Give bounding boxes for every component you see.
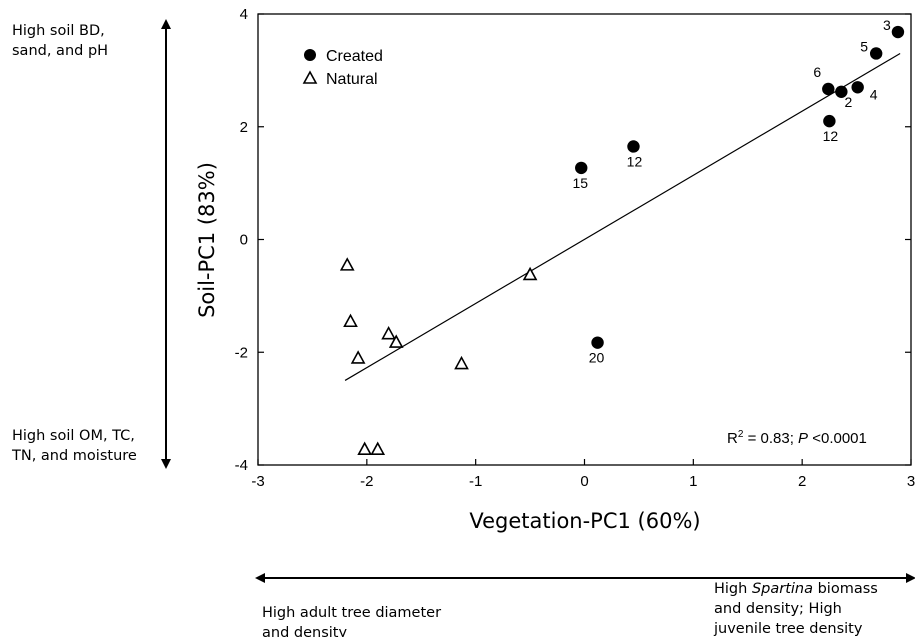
legend-natural-marker — [304, 72, 316, 83]
natural-point — [383, 328, 395, 339]
data-points: 35 6 2 4 12 12 15 20 — [341, 17, 904, 454]
x-tick-label: 2 — [798, 473, 806, 490]
natural-point — [456, 358, 468, 369]
created-point — [870, 47, 882, 59]
created-point-label: 12 — [823, 128, 839, 144]
created-point — [823, 115, 835, 127]
x-tick-label: 1 — [689, 473, 697, 490]
created-point-label: 4 — [870, 86, 878, 102]
regression-line — [345, 53, 900, 380]
created-point-label: 2 — [844, 94, 852, 110]
y-tick-label: 2 — [240, 119, 248, 136]
created-point-label: 5 — [860, 38, 868, 54]
y-tick-label: -2 — [235, 344, 248, 361]
created-point — [627, 140, 639, 152]
natural-point — [345, 315, 357, 326]
x-note-left: High adult tree diameter and density — [262, 605, 446, 637]
legend-natural-label: Natural — [326, 71, 378, 88]
legend: Created Natural — [304, 48, 383, 88]
natural-point — [341, 259, 353, 270]
x-tick-label: -1 — [469, 473, 482, 490]
y-tick-label: -4 — [235, 457, 248, 474]
y-tick-label: 0 — [240, 232, 248, 249]
created-point-label: 20 — [589, 350, 605, 366]
x-axis-title: Vegetation-PC1 (60%) — [469, 509, 700, 533]
regression-stats: R2 = 0.83; P <0.0001 — [727, 429, 867, 447]
x-tick-label: 3 — [907, 473, 915, 490]
y-axis-title: Soil-PC1 (83%) — [195, 162, 219, 318]
x-tick-label: 0 — [580, 473, 588, 490]
natural-point — [359, 443, 371, 454]
legend-created-marker — [304, 49, 316, 61]
created-point-label: 12 — [627, 153, 643, 169]
y-tick-label: 4 — [240, 6, 248, 23]
created-point-label: 15 — [572, 175, 588, 191]
x-axis-ticks: -3 -2 -1 0 1 2 3 — [251, 459, 915, 490]
natural-point — [372, 443, 384, 454]
x-note-right: High Spartina biomass and density; High … — [713, 581, 882, 637]
created-point — [892, 26, 904, 38]
x-tick-label: -2 — [360, 473, 373, 490]
created-point-label: 3 — [883, 17, 891, 33]
created-point — [591, 336, 603, 348]
created-point — [575, 162, 587, 174]
y-note-bottom: High soil OM, TC, TN, and moisture — [11, 428, 140, 464]
natural-point — [352, 352, 364, 363]
created-point-label: 6 — [813, 64, 821, 80]
legend-created-label: Created — [326, 48, 383, 65]
x-tick-label: -3 — [251, 473, 264, 490]
y-note-top: High soil BD, sand, and pH — [12, 23, 109, 59]
created-point — [822, 83, 834, 95]
created-point — [851, 81, 863, 93]
